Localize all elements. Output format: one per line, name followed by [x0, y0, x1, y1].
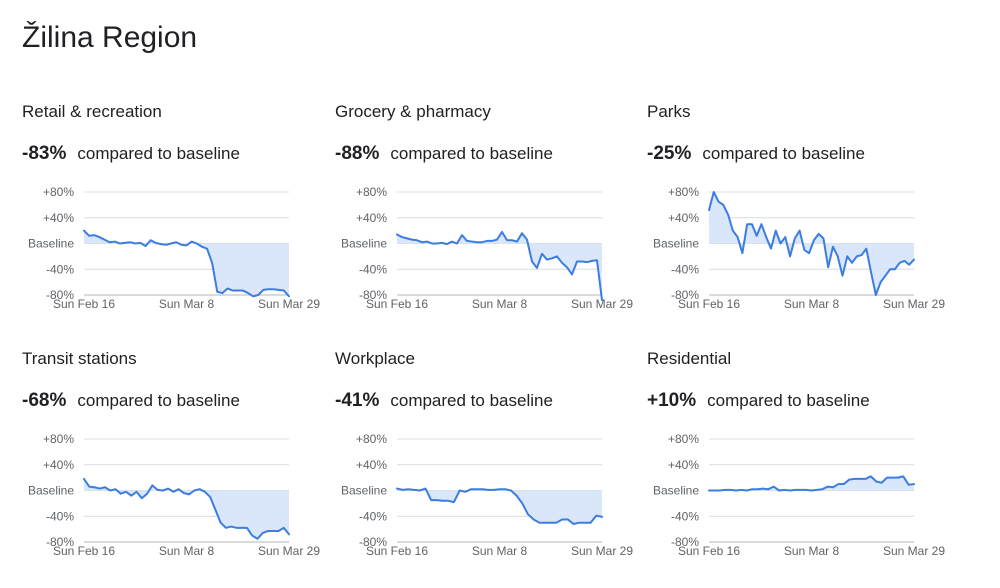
series-line — [708, 475, 915, 492]
series-line — [83, 229, 290, 298]
mobility-chart: +80% +40% Baseline -40% -80%Sun Feb 16 Sun Ma… — [653, 432, 945, 558]
change-value: -41% — [335, 390, 380, 411]
y-tick-label: +80% — [43, 185, 74, 199]
baseline-diff-area — [709, 192, 914, 295]
y-tick-label: +40% — [668, 458, 699, 472]
x-tick-label: Sun Feb 16 — [53, 544, 115, 558]
mobility-chart: +80% +40% Baseline -40% -80%Sun Feb 16 Sun Ma… — [653, 185, 945, 311]
chart-panel-retail: Retail & recreation -83% compared to base… — [22, 100, 322, 330]
x-tick-label: Sun Mar 29 — [571, 544, 633, 558]
change-value: -88% — [335, 143, 380, 164]
chart-panel-workplace: Workplace -41% compared to baseline +80% +… — [335, 347, 635, 577]
x-tick-label: Sun Mar 29 — [883, 297, 945, 311]
y-tick-label: -40% — [46, 509, 74, 523]
x-tick-label: Sun Mar 8 — [472, 544, 528, 558]
x-tick-label: Sun Mar 8 — [159, 297, 215, 311]
y-tick-label: +80% — [356, 185, 387, 199]
y-tick-label: +80% — [668, 185, 699, 199]
y-tick-label: +40% — [356, 458, 387, 472]
y-tick-label: +80% — [356, 432, 387, 446]
y-tick-label: -40% — [46, 262, 74, 276]
y-tick-label: +80% — [43, 432, 74, 446]
y-tick-label: +40% — [668, 211, 699, 225]
change-summary: -68% compared to baseline — [22, 389, 240, 413]
baseline-diff-area — [709, 476, 914, 491]
x-tick-label: Sun Feb 16 — [53, 297, 115, 311]
change-summary: +10% compared to baseline — [647, 389, 870, 413]
x-tick-label: Sun Mar 8 — [159, 544, 215, 558]
compared-label: compared to baseline — [77, 144, 240, 163]
x-tick-label: Sun Feb 16 — [366, 544, 428, 558]
y-tick-label: -80% — [359, 288, 387, 302]
change-summary: -41% compared to baseline — [335, 389, 553, 413]
y-tick-label: Baseline — [653, 484, 699, 498]
y-tick-label: Baseline — [28, 237, 74, 251]
x-tick-label: Sun Mar 29 — [883, 544, 945, 558]
mobility-chart: +80% +40% Baseline -40% -80%Sun Feb 16 Sun Ma… — [341, 432, 633, 558]
x-tick-label: Sun Mar 8 — [784, 297, 840, 311]
x-tick-label: Sun Mar 8 — [784, 544, 840, 558]
x-tick-label: Sun Mar 8 — [472, 297, 528, 311]
baseline-diff-area — [84, 478, 289, 539]
change-summary: -88% compared to baseline — [335, 142, 553, 166]
series-line — [83, 477, 290, 540]
y-tick-label: Baseline — [653, 237, 699, 251]
compared-label: compared to baseline — [77, 391, 240, 410]
y-tick-label: -80% — [359, 535, 387, 549]
y-tick-label: Baseline — [341, 484, 387, 498]
series-line — [396, 487, 603, 525]
compared-label: compared to baseline — [707, 391, 870, 410]
chart-panel-grocery: Grocery & pharmacy -88% compared to basel… — [335, 100, 635, 330]
y-tick-label: Baseline — [341, 237, 387, 251]
chart-title: Grocery & pharmacy — [335, 102, 491, 121]
mobility-chart: +80% +40% Baseline -40% -80%Sun Feb 16 Sun Ma… — [28, 185, 320, 311]
change-value: -25% — [647, 143, 692, 164]
y-tick-label: -80% — [671, 288, 699, 302]
y-tick-label: -80% — [671, 535, 699, 549]
chart-panel-parks: Parks -25% compared to baseline +80% +40% B… — [647, 100, 947, 330]
series-line — [396, 230, 603, 302]
y-tick-label: +40% — [356, 211, 387, 225]
y-tick-label: +80% — [668, 432, 699, 446]
y-tick-label: -80% — [46, 288, 74, 302]
baseline-diff-area — [397, 488, 602, 524]
series-line — [708, 191, 915, 296]
chart-panel-transit: Transit stations -68% compared to baselin… — [22, 347, 322, 577]
y-tick-label: -40% — [671, 262, 699, 276]
y-tick-label: Baseline — [28, 484, 74, 498]
page-title: Žilina Region — [22, 21, 198, 54]
baseline-diff-area — [397, 231, 602, 301]
y-tick-label: +40% — [43, 211, 74, 225]
compared-label: compared to baseline — [390, 391, 553, 410]
y-tick-label: +40% — [43, 458, 74, 472]
chart-panel-residential: Residential +10% compared to baseline +80… — [647, 347, 947, 577]
mobility-chart: +80% +40% Baseline -40% -80%Sun Feb 16 Sun Ma… — [341, 185, 633, 311]
x-tick-label: Sun Mar 29 — [258, 544, 320, 558]
change-summary: -83% compared to baseline — [22, 142, 240, 166]
baseline-diff-area — [84, 230, 289, 297]
change-value: +10% — [647, 390, 697, 411]
chart-title: Parks — [647, 102, 691, 121]
compared-label: compared to baseline — [390, 144, 553, 163]
chart-title: Workplace — [335, 349, 415, 368]
y-tick-label: -40% — [359, 262, 387, 276]
change-value: -68% — [22, 390, 67, 411]
x-tick-label: Sun Feb 16 — [366, 297, 428, 311]
y-tick-label: -80% — [46, 535, 74, 549]
y-tick-label: -40% — [359, 509, 387, 523]
y-tick-label: -40% — [671, 509, 699, 523]
mobility-chart: +80% +40% Baseline -40% -80%Sun Feb 16 Sun Ma… — [28, 432, 320, 558]
x-tick-label: Sun Mar 29 — [258, 297, 320, 311]
x-tick-label: Sun Feb 16 — [678, 544, 740, 558]
chart-title: Retail & recreation — [22, 102, 162, 121]
change-value: -83% — [22, 143, 67, 164]
x-tick-label: Sun Mar 29 — [571, 297, 633, 311]
chart-title: Residential — [647, 349, 732, 368]
x-tick-label: Sun Feb 16 — [678, 297, 740, 311]
compared-label: compared to baseline — [702, 144, 865, 163]
chart-title: Transit stations — [22, 349, 137, 368]
change-summary: -25% compared to baseline — [647, 142, 865, 166]
